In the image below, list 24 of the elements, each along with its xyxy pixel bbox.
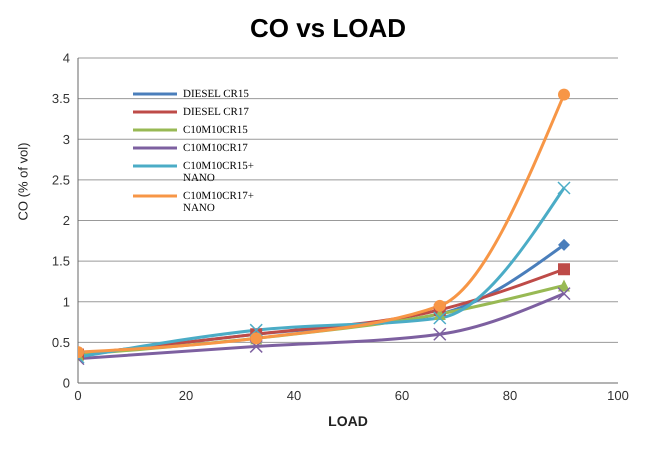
y-axis-title: CO (% of vol)	[16, 142, 31, 220]
y-tick-label: 1	[62, 294, 70, 310]
x-tick-label: 80	[502, 388, 518, 404]
y-tick-label: 2	[62, 213, 70, 228]
legend-label: C10M10CR17	[183, 142, 249, 154]
y-tick-label: 1.5	[52, 254, 70, 269]
x-axis-title: LOAD	[328, 413, 368, 429]
y-tick-label: 0	[62, 376, 70, 391]
x-tick-label: 60	[394, 388, 410, 404]
legend-label: C10M10CR17+ NANO	[183, 190, 255, 214]
x-tick-label: 20	[178, 388, 194, 404]
y-tick-label: 2.5	[52, 172, 70, 188]
legend-label: C10M10CR15+ NANO	[183, 160, 255, 184]
legend-label: DIESEL CR15	[183, 88, 250, 100]
y-tick-label: 0.5	[52, 334, 70, 350]
chart-title: CO vs LOAD	[248, 12, 408, 45]
x-tick-label: 100	[607, 388, 629, 404]
x-tick-label: 40	[286, 388, 302, 404]
legend-label: C10M10CR15	[183, 124, 249, 136]
legend-label: DIESEL CR17	[183, 106, 250, 118]
y-tick-label: 3.5	[52, 91, 70, 106]
y-tick-label: 4	[62, 50, 70, 66]
x-tick-label: 0	[74, 388, 82, 404]
y-tick-label: 3	[62, 132, 70, 147]
